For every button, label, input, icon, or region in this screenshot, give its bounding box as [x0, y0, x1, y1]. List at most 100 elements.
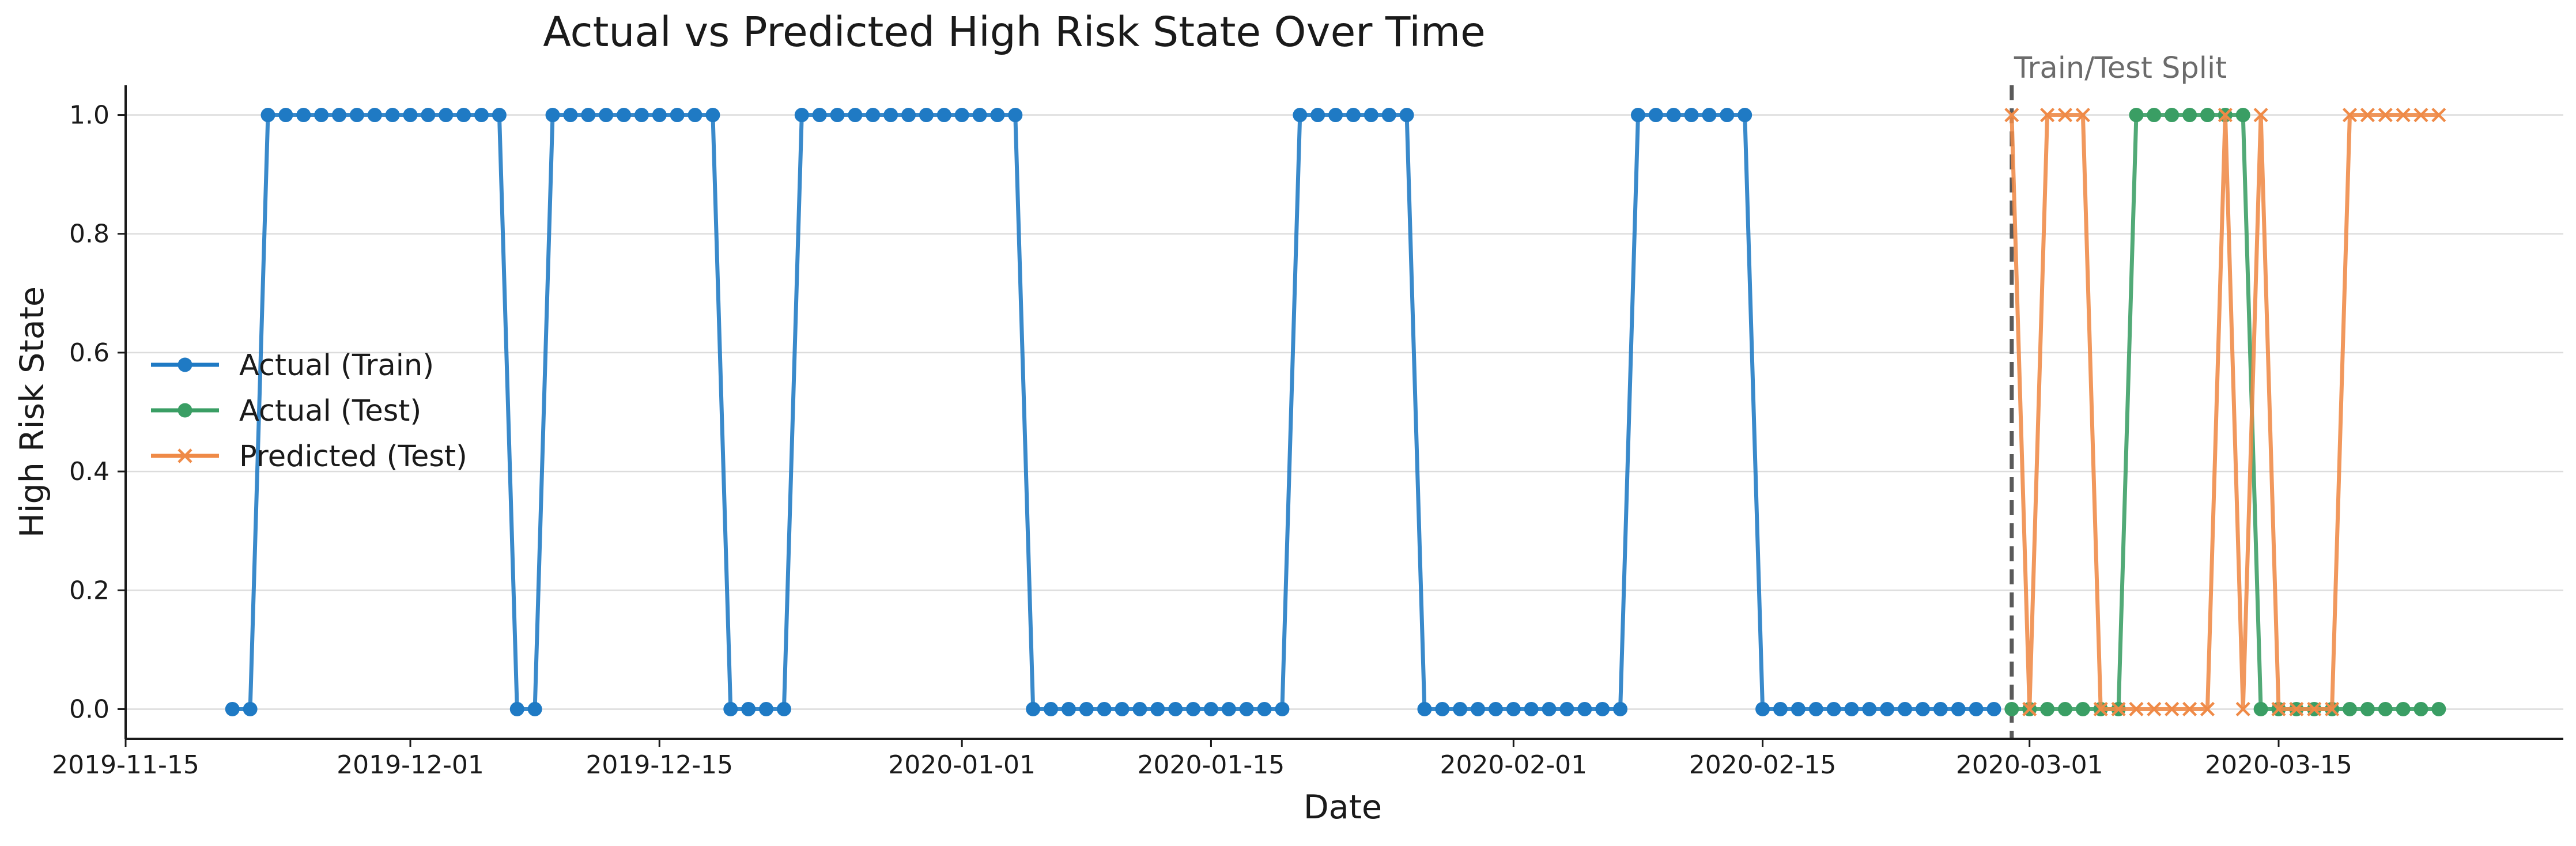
data-point — [1275, 701, 1290, 716]
data-point — [421, 108, 436, 123]
data-point — [1132, 701, 1147, 716]
x-axis-label: Date — [1304, 788, 1382, 826]
data-point — [599, 108, 614, 123]
data-point — [883, 108, 898, 123]
data-point — [1808, 701, 1823, 716]
legend-item: Predicted (Test) — [151, 440, 467, 474]
data-point — [1044, 701, 1059, 716]
data-point — [2413, 107, 2428, 123]
data-point — [1399, 108, 1414, 123]
data-point — [403, 108, 418, 123]
data-point — [1666, 108, 1681, 123]
data-point — [1755, 701, 1770, 716]
data-point — [1008, 108, 1023, 123]
data-point — [1969, 701, 1984, 716]
data-point — [2165, 701, 2180, 717]
data-point — [741, 701, 756, 716]
x-tick-label: 2020-02-15 — [1689, 750, 1837, 780]
data-point — [1577, 701, 1592, 716]
data-point — [954, 108, 969, 123]
data-point — [2022, 701, 2037, 717]
data-point — [1702, 108, 1717, 123]
data-point — [581, 108, 596, 123]
data-point — [2111, 701, 2126, 717]
data-point — [1826, 701, 1841, 716]
data-point — [1150, 701, 1165, 716]
x-tick-label: 2020-01-15 — [1138, 750, 1285, 780]
data-point — [1915, 701, 1930, 716]
data-point — [2040, 701, 2055, 716]
data-point — [972, 108, 987, 123]
data-point — [990, 108, 1005, 123]
x-tick-label: 2020-02-01 — [1440, 750, 1587, 780]
legend: Actual (Train) Actual (Test) Predicted (Te… — [151, 349, 467, 474]
data-point — [1933, 701, 1948, 716]
data-point — [1506, 701, 1521, 716]
data-point — [1791, 701, 1806, 716]
data-point — [2378, 701, 2393, 716]
series-layer — [225, 107, 2446, 717]
data-point — [1453, 701, 1468, 716]
data-point — [2431, 107, 2446, 123]
series-predicted-test — [2004, 107, 2446, 717]
data-point — [385, 108, 400, 123]
data-point — [2129, 701, 2144, 717]
data-point — [243, 701, 258, 716]
data-point — [2431, 701, 2446, 716]
legend-marker — [177, 357, 192, 372]
data-point — [2360, 701, 2375, 716]
data-point — [670, 108, 685, 123]
x-tick-label: 2019-12-15 — [586, 750, 733, 780]
data-point — [2075, 701, 2090, 716]
data-point — [688, 108, 702, 123]
data-point — [1862, 701, 1877, 716]
data-point — [848, 108, 863, 123]
data-point — [1844, 701, 1859, 716]
data-point — [2342, 701, 2357, 716]
data-point — [332, 108, 347, 123]
data-point — [705, 108, 720, 123]
data-point — [2004, 107, 2019, 123]
data-point — [2342, 107, 2358, 123]
data-point — [2253, 701, 2268, 716]
data-point — [225, 701, 240, 716]
data-point — [2200, 701, 2215, 717]
x-axis-ticks: 2019-11-15 2019-12-01 2019-12-15 2020-01-01… — [52, 739, 2352, 780]
data-point — [1684, 108, 1699, 123]
legend-marker — [177, 403, 192, 418]
data-point — [1239, 701, 1254, 716]
data-point — [349, 108, 364, 123]
data-point — [1471, 701, 1486, 716]
data-point — [439, 108, 454, 123]
data-point — [1115, 701, 1130, 716]
data-point — [1488, 701, 1503, 716]
data-point — [1524, 701, 1539, 716]
data-point — [936, 108, 951, 123]
legend-label: Actual (Train) — [239, 349, 434, 383]
data-point — [2200, 108, 2215, 123]
data-point — [2093, 701, 2108, 717]
data-point — [1559, 701, 1574, 716]
data-point — [563, 108, 578, 123]
data-point — [474, 108, 489, 123]
data-point — [2413, 701, 2428, 716]
data-point — [2147, 108, 2162, 123]
data-point — [1328, 108, 1343, 123]
data-point — [652, 108, 667, 123]
legend-item: Actual (Test) — [151, 394, 421, 428]
data-point — [794, 108, 809, 123]
data-point — [527, 701, 542, 716]
data-point — [1435, 701, 1450, 716]
data-point — [1986, 701, 2001, 716]
data-point — [1310, 108, 1325, 123]
data-point — [2057, 107, 2073, 123]
chart-title: Actual vs Predicted High Risk State Over… — [543, 8, 1486, 56]
data-point — [2075, 107, 2090, 123]
data-point — [1417, 701, 1432, 716]
data-point — [2235, 108, 2250, 123]
data-point — [509, 701, 524, 716]
data-point — [1738, 108, 1752, 123]
data-point — [2253, 107, 2268, 123]
data-point — [2218, 107, 2233, 123]
